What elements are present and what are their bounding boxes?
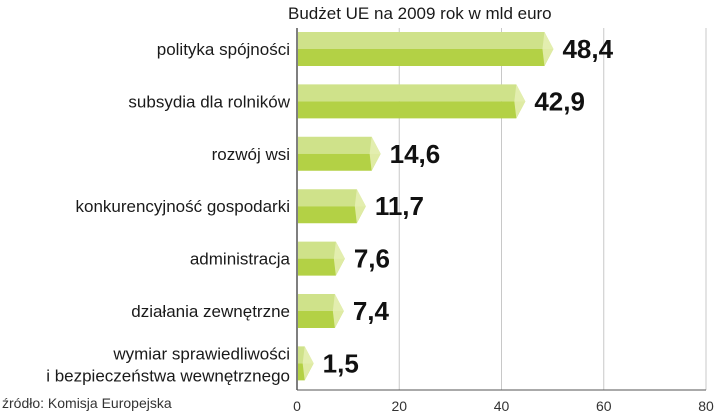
bar-end-cap: [369, 136, 381, 171]
bar-front-face: [298, 101, 526, 119]
bar: [298, 32, 554, 66]
bar-end-cap: [302, 346, 314, 381]
category-label: konkurencyjność gospodarki: [75, 197, 290, 216]
bar-front-face: [298, 206, 366, 224]
bar-front-face: [298, 311, 344, 328]
value-label: 14,6: [390, 139, 441, 169]
bar: [298, 346, 314, 381]
category-label: rozwój wsi: [212, 145, 290, 164]
bar-end-cap: [354, 189, 366, 224]
category-label: administracja: [190, 250, 291, 269]
bar-end-cap: [333, 241, 345, 276]
bar-front-face: [298, 258, 345, 276]
value-label: 7,6: [354, 244, 390, 274]
bar: [298, 189, 366, 224]
bars-layer: [298, 32, 554, 381]
bar: [298, 294, 344, 328]
category-label: wymiar sprawiedliwości i bezpieczeństwa w…: [46, 344, 290, 385]
labels-layer: 48,4 polityka spójności 42,9 subsydia dla r…: [46, 34, 613, 385]
value-label: 7,4: [353, 296, 390, 326]
bar-end-cap: [514, 84, 526, 119]
bar: [298, 84, 526, 119]
x-tick-label: 20: [391, 398, 407, 414]
value-label: 42,9: [534, 86, 585, 116]
value-label: 1,5: [323, 348, 359, 378]
bar-front-face: [298, 49, 554, 66]
x-tick-label: 60: [596, 398, 612, 414]
bar-top-face: [298, 294, 344, 311]
bar-front-face: [298, 153, 381, 171]
source-note: źródło: Komisja Europejska: [2, 395, 172, 411]
category-label: polityka spójności: [157, 40, 290, 59]
bar-top-face: [298, 32, 554, 49]
bar-end-cap: [332, 294, 344, 328]
category-label: działania zewnętrzne: [131, 302, 290, 321]
x-axis-ticks: 0 20 40 60 80: [293, 398, 714, 414]
x-tick-label: 80: [698, 398, 714, 414]
bar-top-face: [298, 189, 366, 207]
x-tick-label: 40: [494, 398, 510, 414]
bar-top-face: [298, 84, 526, 102]
bar-end-cap: [542, 32, 554, 66]
value-label: 11,7: [375, 191, 424, 221]
category-label: subsydia dla rolników: [128, 92, 290, 111]
bar-top-face: [298, 136, 381, 154]
bar: [298, 241, 345, 276]
chart-title: Budżet UE na 2009 rok w mld euro: [288, 4, 552, 23]
bar: [298, 136, 381, 171]
bar-top-face: [298, 241, 345, 259]
x-tick-label: 0: [293, 398, 301, 414]
value-label: 48,4: [562, 34, 613, 64]
